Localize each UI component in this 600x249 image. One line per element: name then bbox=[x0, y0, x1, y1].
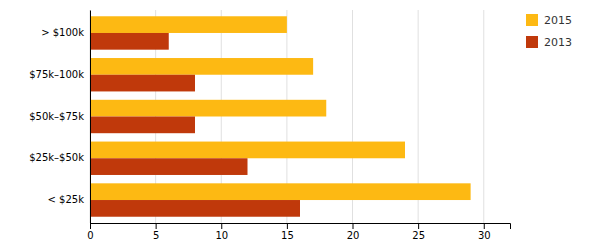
bar bbox=[90, 100, 326, 117]
legend-swatch bbox=[526, 14, 538, 26]
legend-swatch bbox=[526, 36, 538, 48]
bar-series bbox=[90, 16, 471, 200]
bar-series bbox=[90, 33, 300, 217]
x-tick-mark bbox=[221, 223, 222, 229]
bar bbox=[90, 158, 248, 175]
y-tick: < $25k bbox=[48, 194, 85, 205]
legend: 2015 2013 bbox=[526, 14, 572, 49]
x-tick-label: 15 bbox=[281, 230, 294, 241]
bar bbox=[90, 117, 195, 134]
x-tick-mark bbox=[484, 223, 485, 229]
x-axis: 0 5 10 15 20 25 30 bbox=[87, 223, 510, 241]
legend-item: 2015 bbox=[526, 14, 572, 27]
x-tick-label: 10 bbox=[215, 230, 228, 241]
y-tick: $50k–$75k bbox=[29, 111, 84, 122]
x-tick-mark bbox=[418, 223, 419, 229]
x-axis-line bbox=[91, 224, 511, 230]
bar bbox=[90, 142, 405, 159]
y-tick: > $100k bbox=[41, 27, 84, 38]
x-tick-label: 0 bbox=[87, 230, 93, 241]
y-tick-label: $75k–100k bbox=[29, 69, 84, 80]
x-tick-mark bbox=[353, 223, 354, 229]
legend-label: 2013 bbox=[544, 36, 572, 49]
y-tick-label: $50k–$75k bbox=[29, 111, 84, 122]
x-tick: 25 bbox=[412, 223, 425, 241]
x-tick: 5 bbox=[153, 223, 159, 241]
x-tick-mark bbox=[90, 223, 91, 229]
y-axis: > $100k $75k–100k $50k–$75k $25k–$50k < $25k bbox=[29, 11, 90, 224]
x-tick-label: 5 bbox=[153, 230, 159, 241]
chart: 0 5 10 15 20 25 30 > $100k $75k–100k $50k–$75k $25… bbox=[0, 0, 600, 249]
x-tick: 15 bbox=[281, 223, 294, 241]
x-tick-label: 20 bbox=[347, 230, 360, 241]
x-tick-label: 30 bbox=[478, 230, 491, 241]
x-tick-mark bbox=[156, 223, 157, 229]
grid bbox=[90, 10, 484, 223]
y-tick-label: $25k–$50k bbox=[29, 152, 84, 163]
grid-line bbox=[483, 10, 484, 223]
bar bbox=[90, 33, 169, 50]
bar bbox=[90, 200, 300, 217]
y-tick: $25k–$50k bbox=[29, 152, 84, 163]
x-tick: 10 bbox=[215, 223, 228, 241]
grid-line bbox=[90, 10, 91, 223]
x-tick: 0 bbox=[87, 223, 93, 241]
bar bbox=[90, 75, 195, 92]
bar bbox=[90, 16, 287, 33]
y-tick-label: > $100k bbox=[41, 27, 84, 38]
x-tick: 30 bbox=[478, 223, 491, 241]
legend-item: 2013 bbox=[526, 36, 572, 49]
x-tick-mark bbox=[287, 223, 288, 229]
bars bbox=[90, 16, 471, 216]
y-tick-label: < $25k bbox=[48, 194, 85, 205]
bar bbox=[90, 183, 471, 200]
bar bbox=[90, 58, 313, 75]
y-axis-line bbox=[90, 11, 91, 224]
x-tick: 20 bbox=[347, 223, 360, 241]
y-tick: $75k–100k bbox=[29, 69, 84, 80]
legend-label: 2015 bbox=[544, 14, 572, 27]
plot: 0 5 10 15 20 25 30 > $100k $75k–100k $50k–$75k $25… bbox=[29, 10, 510, 241]
x-tick-label: 25 bbox=[412, 230, 425, 241]
